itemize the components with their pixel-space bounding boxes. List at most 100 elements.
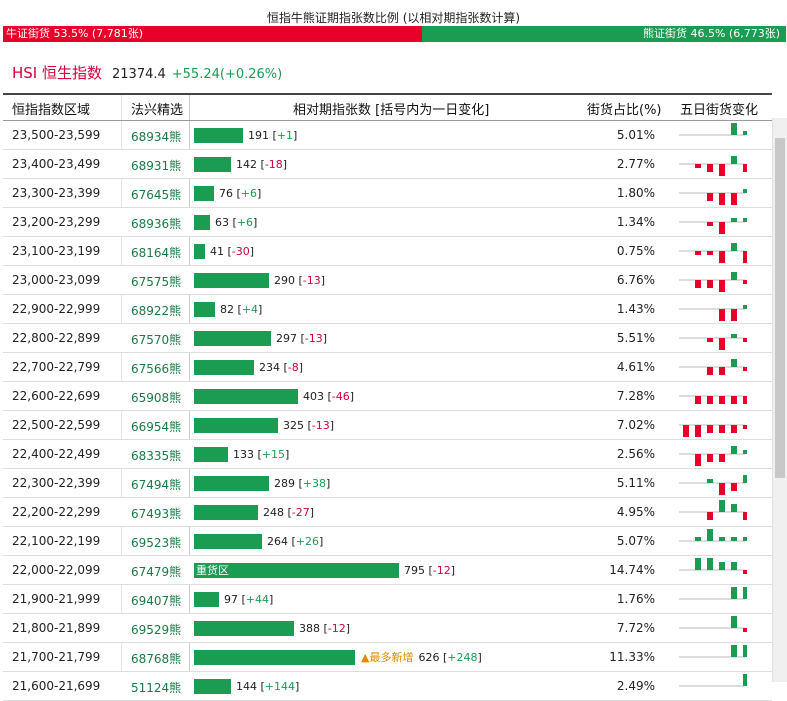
warrant-code-link[interactable]: 66954熊 [131, 420, 182, 434]
contracts-value: 325 [-13] [283, 418, 335, 432]
index-change: +55.24(+0.26%) [171, 67, 283, 82]
sparkline-bar [743, 587, 747, 599]
range-cell: 22,100-22,199 [12, 534, 101, 548]
contracts-cell: 重货区 795 [-12] [194, 562, 455, 578]
range-cell: 23,400-23,499 [12, 157, 101, 171]
contracts-bar [194, 678, 231, 694]
five-day-sparkline [679, 189, 747, 205]
contracts-bar [194, 446, 228, 462]
index-name[interactable]: HSI 恒生指数 [12, 64, 102, 82]
contracts-count: 76 [219, 186, 233, 200]
range-cell: 22,400-22,499 [12, 447, 101, 461]
contracts-count: 142 [236, 157, 257, 171]
sparkline-bar [719, 164, 725, 176]
warrant-code-link[interactable]: 67493熊 [131, 507, 182, 521]
table-row: 21,600-21,699 51124熊 144 [+144] 2.49% [3, 672, 772, 701]
share-pct: 0.75% [616, 244, 655, 258]
contracts-bar [194, 243, 205, 259]
sparkline-bar [731, 309, 737, 321]
sparkline-bar [707, 193, 713, 201]
contracts-bar [194, 330, 271, 346]
contracts-bar [194, 301, 215, 317]
header-trend: 五日街货变化 [680, 103, 759, 118]
sparkline-bar [695, 425, 701, 437]
warrant-code-link[interactable]: 67566熊 [131, 362, 182, 376]
sparkline-bar [707, 367, 713, 375]
share-pct: 1.76% [616, 592, 655, 606]
contracts-cell: 82 [+4] [194, 301, 262, 317]
contracts-cell: 403 [-46] [194, 388, 354, 404]
warrant-code-link[interactable]: 65908熊 [131, 391, 182, 405]
contracts-bar [194, 620, 294, 636]
contracts-count: 97 [224, 592, 238, 606]
sparkline-bar [743, 396, 747, 404]
range-cell: 22,500-22,599 [12, 418, 101, 432]
index-quote: HSI 恒生指数 21374.4 +55.24(+0.26%) [12, 62, 282, 84]
share-pct: 5.07% [616, 534, 655, 548]
scrollbar[interactable] [772, 118, 787, 682]
range-cell: 22,300-22,399 [12, 476, 101, 490]
sparkline-bar [731, 359, 737, 367]
sparkline-bar [719, 193, 725, 205]
range-cell: 22,800-22,899 [12, 331, 101, 345]
share-pct: 4.61% [616, 360, 655, 374]
sparkline-bar [719, 537, 725, 541]
warrant-code-link[interactable]: 68164熊 [131, 246, 182, 260]
warrant-code-link[interactable]: 67645熊 [131, 188, 182, 202]
bull-share-segment: 牛证街货 53.5% (7,781张) [3, 26, 422, 42]
sparkline-bar [719, 222, 725, 234]
share-pct: 6.76% [616, 273, 655, 287]
warrant-code-link[interactable]: 67479熊 [131, 565, 182, 579]
sparkline-bar [695, 251, 701, 255]
range-cell: 23,500-23,599 [12, 128, 101, 142]
contracts-value: 76 [+6] [219, 186, 262, 200]
warrant-code-link[interactable]: 68768熊 [131, 652, 182, 666]
warrant-code-link[interactable]: 68922熊 [131, 304, 182, 318]
warrant-code-link[interactable]: 68934熊 [131, 130, 182, 144]
sparkline-bar [743, 367, 747, 371]
sparkline-bar [731, 504, 737, 512]
contracts-bar [194, 417, 278, 433]
table-row: 21,800-21,899 69529熊 388 [-12] 7.72% [3, 614, 772, 643]
contracts-value: 82 [+4] [220, 302, 263, 316]
range-cell: 21,800-21,899 [12, 621, 101, 635]
sparkline-bar [719, 396, 725, 404]
five-day-sparkline [679, 500, 747, 520]
warrant-code-link[interactable]: 69407熊 [131, 594, 182, 608]
share-pct: 7.72% [616, 621, 655, 635]
share-pct: 2.49% [616, 679, 655, 693]
daily-change: -12 [432, 563, 451, 577]
contracts-count: 297 [276, 331, 297, 345]
share-pct: 5.51% [616, 331, 655, 345]
contracts-count: 234 [259, 360, 280, 374]
contracts-cell: 133 [+15] [194, 446, 289, 462]
table-row: 22,700-22,799 67566熊 234 [-8] 4.61% [3, 353, 772, 382]
warrant-code-link[interactable]: 69529熊 [131, 623, 182, 637]
scrollbar-thumb[interactable] [775, 138, 785, 478]
sparkline-bar [719, 454, 725, 462]
share-pct: 1.80% [616, 186, 655, 200]
table-row: 23,000-23,099 67575熊 290 [-13] 6.76% [3, 266, 772, 295]
contracts-cell: 264 [+26] [194, 533, 323, 549]
share-pct: 4.95% [616, 505, 655, 519]
warrant-code-link[interactable]: 68335熊 [131, 449, 182, 463]
warrant-code-link[interactable]: 67575熊 [131, 275, 182, 289]
warrant-code-link[interactable]: 69523熊 [131, 536, 182, 550]
sparkline-bar [707, 454, 713, 462]
five-day-sparkline [679, 446, 747, 466]
sparkline-bar [695, 396, 701, 404]
share-pct: 5.11% [616, 476, 655, 490]
contracts-cell: 41 [-30] [194, 243, 254, 259]
warrant-code-link[interactable]: 67570熊 [131, 333, 182, 347]
sparkline-bar [719, 483, 725, 495]
warrant-code-link[interactable]: 67494熊 [131, 478, 182, 492]
five-day-sparkline [679, 475, 747, 495]
warrant-code-link[interactable]: 68931熊 [131, 159, 182, 173]
contracts-bar [194, 388, 298, 404]
five-day-sparkline [679, 395, 747, 404]
contracts-count: 191 [248, 128, 269, 142]
sparkline-bar [731, 587, 737, 599]
range-cell: 23,300-23,399 [12, 186, 101, 200]
sparkline-bar [743, 537, 747, 541]
warrant-code-link[interactable]: 68936熊 [131, 217, 182, 231]
